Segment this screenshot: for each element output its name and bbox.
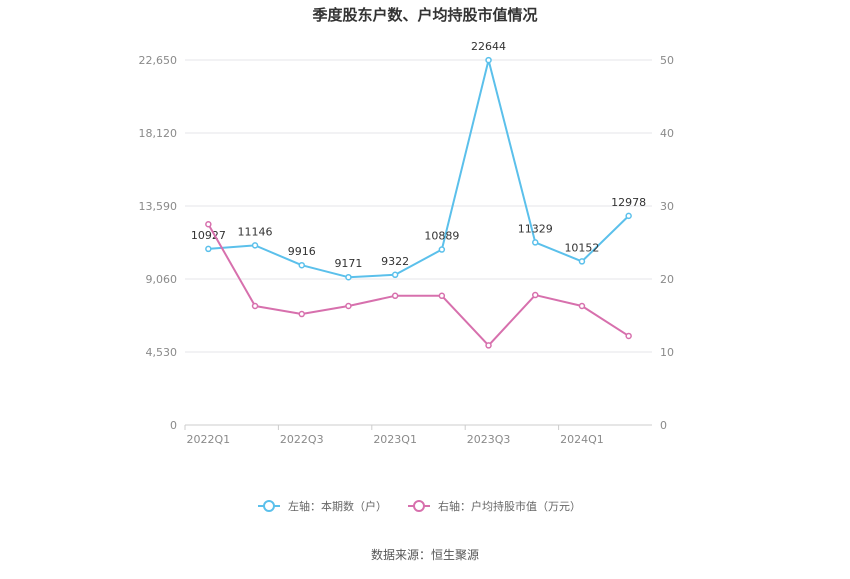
left-axis-tick-label: 13,590: [139, 200, 178, 213]
right-axis-tick-label: 30: [660, 200, 674, 213]
legend-marker-icon: [413, 500, 425, 512]
data-point: [391, 271, 399, 279]
left-axis-tick-label: 4,530: [146, 346, 178, 359]
data-point: [298, 261, 305, 269]
right-axis-tick-label: 50: [660, 54, 674, 67]
data-point: [625, 332, 632, 340]
legend-label: 右轴：户均持股市值（万元）: [438, 499, 581, 513]
data-label: 10152: [564, 241, 599, 254]
x-axis-tick-label: 2024Q1: [560, 433, 604, 446]
right-axis-tick-label: 40: [660, 127, 674, 140]
right-axis-tick-label: 20: [660, 273, 674, 286]
data-point: [532, 239, 539, 246]
data-label: 10889: [424, 230, 459, 243]
data-label: 22644: [471, 40, 506, 53]
legend-label: 左轴：本期数（户）: [288, 499, 387, 513]
data-point: [345, 273, 352, 281]
grid-lines: [185, 59, 652, 426]
data-point: [205, 245, 212, 253]
data-point: [485, 342, 492, 349]
data-label: 9322: [381, 255, 409, 268]
data-point: [438, 292, 446, 300]
left-axis-tick-label: 22,650: [139, 54, 178, 67]
x-axis-tick-label: 2022Q3: [280, 433, 324, 446]
data-label: 11146: [238, 225, 273, 238]
source-note: 数据来源：恒生聚源: [371, 547, 479, 562]
data-point: [485, 56, 492, 64]
right-axis-tick-label: 10: [660, 346, 674, 359]
x-axis-tick-label: 2022Q1: [187, 433, 231, 446]
left-axis-tick-label: 0: [170, 419, 177, 432]
data-point: [205, 221, 212, 228]
left-axis-tick-label: 18,120: [139, 127, 178, 140]
data-point: [438, 246, 446, 253]
x-axis-tick-label: 2023Q1: [373, 433, 417, 446]
data-point: [298, 310, 305, 318]
data-point: [391, 292, 399, 300]
legend[interactable]: 左轴：本期数（户） 右轴：户均持股市值（万元）: [258, 499, 581, 513]
data-point: [345, 302, 352, 310]
legend-marker-icon: [263, 500, 275, 512]
series-layer: 10927 11146 9916 9171 9322 10889 22644 11329 101…: [191, 40, 646, 349]
data-point: [532, 291, 539, 299]
data-point: [578, 302, 586, 310]
data-label: 9171: [334, 257, 362, 270]
data-label: 9916: [288, 245, 316, 258]
data-point: [251, 302, 259, 310]
data-point: [578, 258, 586, 265]
series-line-2: [207, 223, 630, 347]
chart-title: 季度股东户数、户均持股市值情况: [312, 6, 537, 24]
x-axis-tick-label: 2023Q3: [467, 433, 511, 446]
data-label: 10927: [191, 229, 226, 242]
right-axis-tick-label: 0: [660, 419, 667, 432]
axes: 0 0 4,530 10 9,060 20 13,590 30 18,120 40 22,650 50…: [139, 54, 675, 446]
series-line-1: [208, 59, 630, 279]
left-axis-tick-label: 9,060: [146, 273, 178, 286]
data-point: [251, 242, 259, 249]
data-label: 12978: [611, 196, 646, 209]
data-label: 11329: [518, 222, 553, 235]
data-point: [625, 212, 632, 220]
